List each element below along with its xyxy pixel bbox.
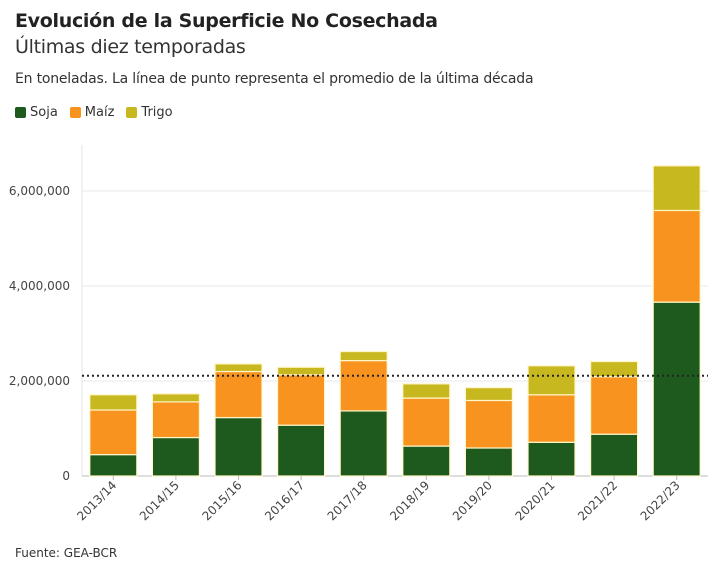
x-tick-label: 2014/15 [137,478,182,523]
bar-segment-soja [589,433,639,477]
x-tick-label: 2017/18 [325,478,370,523]
bar-segment-soja [464,447,513,477]
bar-segment-maíz [527,394,576,443]
bar-segment-soja [527,441,576,477]
bar-segment-trigo [464,387,513,402]
x-tick-label: 2016/17 [262,478,307,523]
bar-segment-maíz [339,359,388,412]
bar-segment-soja [339,410,388,477]
bar-segment-soja [89,454,138,477]
bar-segment-maíz [589,376,639,435]
bar-segment-trigo [151,393,200,403]
bar-segment-soja [214,416,263,477]
source-note: Fuente: GEA-BCR [15,546,118,560]
legend-swatch-maiz [69,107,81,118]
x-tick-label: 2021/22 [575,478,620,523]
legend-item-trigo: Trigo [126,105,173,120]
legend-swatch-trigo [126,107,138,118]
chart-description: En toneladas. La línea de punto represen… [15,71,534,87]
x-tick-label: 2022/23 [638,478,683,523]
bar-segment-trigo [652,165,701,212]
bar-segment-maíz [89,409,138,456]
x-tick-label: 2020/21 [512,478,557,523]
bar-segment-trigo [214,363,263,373]
x-tick-label: 2018/19 [387,478,432,523]
legend-item-soja: Soja [15,105,58,120]
chart-title: Evolución de la Superficie No Cosechada [15,10,438,32]
legend-item-maiz: Maíz [69,105,115,120]
bar-segment-maíz [277,374,326,426]
bar-segment-maíz [214,370,263,419]
bar-segment-trigo [277,366,326,376]
bar-segment-soja [277,424,326,477]
bar-segment-trigo [89,394,138,411]
bar-segment-trigo [527,365,576,396]
chart-subtitle: Últimas diez temporadas [15,36,246,58]
legend: Soja Maíz Trigo [15,105,173,120]
legend-label: Trigo [141,105,173,120]
bar-segment-soja [652,301,701,477]
y-tick-label: 2,000,000 [9,374,70,388]
legend-label: Maíz [84,105,115,120]
y-tick-label: 6,000,000 [9,184,70,198]
bar-segment-maíz [402,397,451,447]
y-tick-label: 4,000,000 [9,279,70,293]
x-tick-label: 2019/20 [450,478,495,523]
legend-swatch-soja [15,107,26,118]
bar-segment-trigo [589,360,639,378]
y-tick-label: 0 [62,469,70,483]
bar-segment-trigo [339,350,388,362]
bar-segment-maíz [151,401,200,439]
bar-segment-maíz [464,399,513,449]
bar-segment-soja [402,445,451,477]
legend-label: Soja [30,105,58,120]
x-tick-label: 2015/16 [199,478,244,523]
bar-segment-soja [151,436,200,477]
bar-segment-trigo [402,383,451,399]
bar-segment-maíz [652,209,701,303]
x-tick-label: 2013/14 [74,478,119,523]
